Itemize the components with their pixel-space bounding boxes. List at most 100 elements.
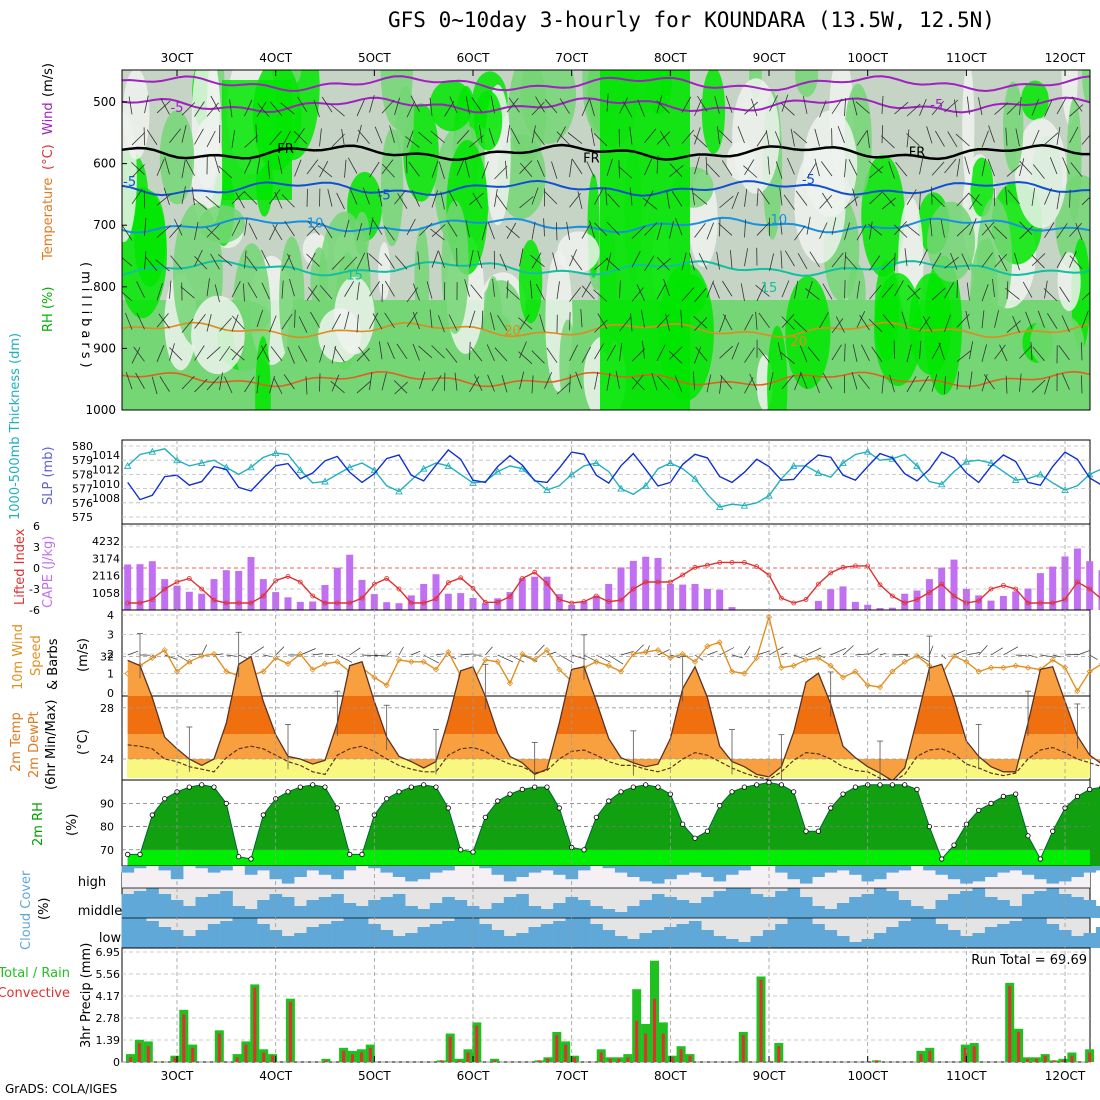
wind-barb <box>680 309 683 328</box>
wind-barb <box>758 189 770 205</box>
top-date-label: 12OCT <box>1045 51 1086 65</box>
cloud-high-bar <box>923 866 936 871</box>
wind-barb <box>231 314 239 332</box>
thickness-line-point <box>888 454 897 462</box>
slp-tick: 1008 <box>92 492 120 505</box>
cloud-low-bar <box>738 942 751 948</box>
wind-barb <box>185 159 195 176</box>
wind-barb <box>374 126 383 144</box>
wind-barb <box>1069 222 1082 237</box>
cloud-low-bar <box>220 921 233 948</box>
wind-barb <box>284 220 295 237</box>
wind-barb <box>431 160 439 179</box>
thickness-line-point <box>321 477 329 485</box>
wind-barb <box>155 259 170 272</box>
wind10m-barb <box>842 645 854 656</box>
wind-barb <box>780 102 795 116</box>
wind-barb <box>431 224 446 237</box>
wind-barb <box>969 218 977 236</box>
wind-barb <box>552 252 558 271</box>
wind-barb <box>594 343 604 360</box>
wind-barb <box>631 348 646 362</box>
wind-barb <box>790 128 795 147</box>
rh-patch <box>970 157 994 217</box>
wind-barb <box>981 130 989 148</box>
wind-barb <box>151 376 158 395</box>
wind-barb <box>978 97 983 115</box>
contour-label: FR <box>583 151 600 166</box>
wind-barb <box>605 187 608 206</box>
top-date-label: 5OCT <box>358 51 391 65</box>
rh2m-point <box>692 835 698 841</box>
cloud-low-bar <box>380 930 394 948</box>
day-gridlines <box>176 70 1066 1062</box>
wind-barb <box>429 309 433 328</box>
wind-barb <box>1031 129 1040 147</box>
wind-barb <box>556 281 560 300</box>
wind-barb <box>779 216 783 235</box>
li-tick: -6 <box>29 604 40 617</box>
rh-patch <box>310 247 328 315</box>
wind-barb <box>784 250 795 267</box>
wind-barb <box>230 348 245 361</box>
wind-barb <box>881 257 896 271</box>
wind-barb <box>844 280 846 299</box>
wind-barb <box>629 187 633 206</box>
wind-barb <box>906 344 912 363</box>
wind-barb <box>306 159 319 175</box>
wind-barb <box>835 316 845 333</box>
cloud-middle-bar <box>577 900 591 918</box>
wind-barb <box>321 96 333 113</box>
wind-barb <box>344 159 347 178</box>
wind-barb <box>381 283 383 303</box>
cloud-middle-bar <box>1071 897 1084 918</box>
wind-barb <box>793 130 808 144</box>
wind-barb <box>731 191 739 209</box>
top-date-label: 10OCT <box>847 51 888 65</box>
thickness-line-point <box>617 484 625 492</box>
wind-barb <box>308 287 320 302</box>
wind-barb <box>869 191 883 205</box>
rh2m-label: 2m RH <box>31 802 46 846</box>
wind-barb <box>465 219 470 238</box>
wind-barb <box>144 95 149 114</box>
wind-barb <box>447 220 458 237</box>
wind-barb <box>1019 345 1033 359</box>
wind-barb <box>781 94 789 112</box>
lifted-index-point <box>1075 579 1080 585</box>
rh-patch <box>206 70 220 176</box>
cape-bar <box>333 567 341 610</box>
wind-barb <box>607 193 620 208</box>
thickness-line-point <box>789 461 798 469</box>
cape-bar <box>679 584 687 610</box>
cloud-middle-bar <box>849 897 862 918</box>
cloud-low-bar <box>133 918 147 948</box>
cloud-high-bar <box>997 866 1010 873</box>
cloud-middle-bar <box>725 888 739 918</box>
cloud-high-bar <box>947 866 961 880</box>
wind-barb <box>656 95 663 113</box>
cape-bars <box>124 548 1100 610</box>
cloud-high-bar <box>836 866 850 871</box>
wind-barb <box>594 222 608 237</box>
wind-barb <box>131 164 145 178</box>
wind-barb <box>494 347 508 362</box>
lifted-index-point <box>840 564 846 570</box>
cloud-middle-bar <box>442 897 455 918</box>
wind-barb <box>606 372 611 391</box>
wind-barb <box>206 224 220 238</box>
cloud-high-bar <box>479 866 492 869</box>
cloud-high-bar <box>405 866 418 882</box>
wind-barb <box>464 160 470 178</box>
wind10m-barb <box>879 652 886 656</box>
wind-barb <box>406 155 408 174</box>
wind-barb <box>730 250 733 269</box>
wind-barb <box>668 350 683 364</box>
precip-conv-bar <box>466 1052 470 1062</box>
cloud-low-bar <box>306 927 320 948</box>
wind-barb <box>490 312 495 331</box>
cloud-low-bar <box>836 936 850 948</box>
cloud-middle-bar <box>1083 900 1097 918</box>
lifted-index-point <box>988 586 994 592</box>
cloud-low-bar <box>824 930 838 948</box>
